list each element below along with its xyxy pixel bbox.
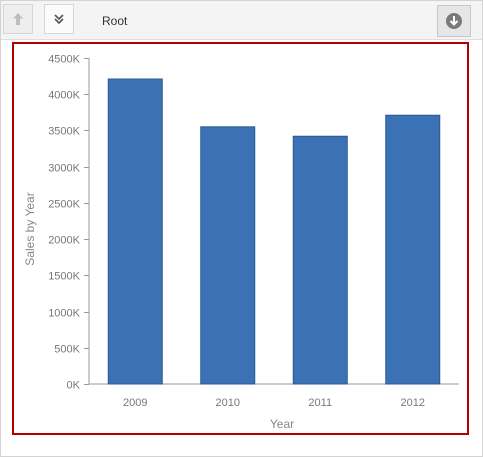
y-tick-label: 3500K xyxy=(48,126,80,138)
bar-2012 xyxy=(385,114,441,385)
y-tick-label: 3000K xyxy=(48,163,80,175)
navigate-up-button[interactable] xyxy=(3,4,33,34)
bar-2011 xyxy=(292,135,348,385)
drill-down-button[interactable] xyxy=(44,4,74,34)
y-tick-label: 4500K xyxy=(48,54,80,66)
y-tick-label: 1500K xyxy=(48,271,80,283)
y-tick-label: 2000K xyxy=(48,235,80,247)
x-axis-title: Year xyxy=(270,417,294,431)
breadcrumb[interactable]: Root xyxy=(102,14,128,28)
y-tick-label: 2500K xyxy=(48,199,80,211)
x-tick-label: 2012 xyxy=(401,397,425,409)
y-tick-label: 0K xyxy=(67,380,81,392)
toolbar: Root xyxy=(1,1,482,40)
x-tick-label: 2010 xyxy=(216,397,240,409)
y-tick-label: 1000K xyxy=(48,308,80,320)
arrow-up-icon xyxy=(13,13,23,25)
circle-arrow-down-icon xyxy=(446,13,462,29)
x-tick-label: 2009 xyxy=(123,397,147,409)
double-chevron-down-icon xyxy=(54,14,64,25)
y-tick-label: 4000K xyxy=(48,90,80,102)
bar-2009 xyxy=(107,78,163,385)
bar-chart: 0K 500K 1000K 1500K 2000K 2500K 3000K 3500K 4000… xyxy=(23,54,459,431)
y-axis-title: Sales by Year xyxy=(23,192,37,265)
chart-area: 0K 500K 1000K 1500K 2000K 2500K 3000K 3500K 4000… xyxy=(12,42,469,435)
y-tick-label: 500K xyxy=(54,344,80,356)
x-tick-label: 2011 xyxy=(308,397,332,409)
export-button[interactable] xyxy=(437,5,471,37)
bar-2010 xyxy=(200,126,256,385)
